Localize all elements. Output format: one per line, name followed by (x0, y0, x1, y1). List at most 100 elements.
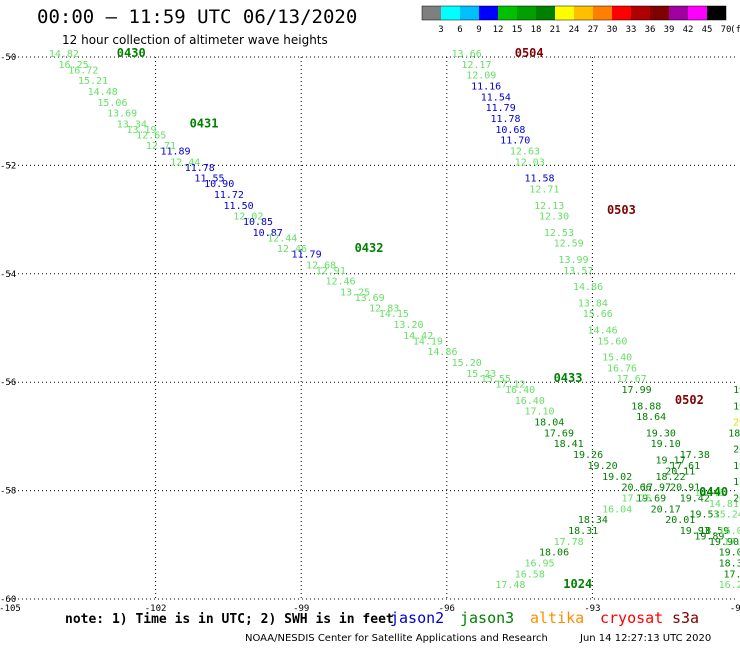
wave-height-value: 15.66 (583, 309, 613, 320)
colorbar-label: 24 (569, 25, 580, 35)
y-tick-label: -56 (0, 378, 16, 388)
wave-height-value: 19.2 (733, 385, 740, 396)
colorbar-swatch (517, 6, 536, 20)
wave-height-value: 11.58 (524, 174, 554, 185)
wave-height-value: 14.46 (588, 325, 618, 336)
wave-height-value: 19.93 (680, 526, 710, 537)
legend-altika: altika (530, 609, 585, 627)
wave-height-value: 18.64 (636, 412, 666, 423)
wave-height-value: 16.58 (515, 569, 545, 580)
wave-height-value: 14.46 (694, 488, 724, 499)
wave-height-value: 18.54 (728, 428, 740, 439)
wave-height-value: 10.87 (253, 228, 283, 239)
colorbar-swatch (631, 6, 650, 20)
wave-height-value: 19.17 (655, 456, 685, 467)
track-label: 0502 (675, 393, 704, 407)
wave-height-value: 12.13 (534, 201, 564, 212)
wave-height-value: 14.42 (403, 331, 433, 342)
track-label: 0431 (190, 116, 219, 130)
colorbar-swatch (422, 6, 441, 20)
wave-height-value: 16.40 (515, 396, 545, 407)
colorbar-swatch (669, 6, 688, 20)
wave-height-value: 20.01 (733, 493, 740, 504)
wave-height-value: 19.04 (719, 548, 740, 559)
legend-cryosat: cryosat (600, 609, 664, 627)
wave-height-value: 17.95 (733, 477, 740, 488)
track-label: 0430 (117, 46, 146, 60)
wave-height-value: 17.99 (622, 385, 652, 396)
colorbar-frame (421, 5, 727, 21)
wave-height-value: 15.24 (714, 510, 740, 521)
wave-height-value: 17.99 (723, 569, 740, 580)
colorbar-label: 18 (531, 25, 542, 35)
page-title: 00:00 – 11:59 UTC 06/13/2020 (37, 6, 358, 28)
x-tick-label: -90 (730, 604, 740, 612)
wave-height-value: 17.12 (495, 380, 525, 391)
wave-height-value: 10.85 (243, 217, 273, 228)
wave-height-value: 18.22 (655, 472, 685, 483)
wave-height-value: 15.23 (466, 369, 496, 380)
wave-height-value: 12.71 (529, 185, 559, 196)
scatter-plot: -105 -102 -99 -96 -93 -90 -50 -52 -54 -56 -58 -60 14… (0, 46, 740, 612)
colorbar-swatch (441, 6, 460, 20)
colorbar-swatch (479, 6, 498, 20)
wave-height-value: 12.71 (146, 141, 176, 152)
wave-height-value: 16.72 (68, 65, 98, 76)
wave-height-value: 20.91 (670, 483, 700, 494)
timestamp-text: Jun 14 12:27:13 UTC 2020 (580, 633, 712, 644)
colorbar-label: 39 (664, 25, 675, 35)
wave-height-value: 19.30 (646, 428, 676, 439)
colorbar-label: 6 (457, 25, 462, 35)
wave-height-value: 19.1 (733, 401, 740, 412)
wave-height-value: 16.04 (602, 504, 632, 515)
wave-height-value: 13.34 (117, 119, 147, 130)
track-label: 0504 (515, 46, 544, 60)
page-subtitle: 12 hour collection of altimeter wave hei… (62, 33, 328, 47)
colorbar-swatch (650, 6, 669, 20)
wave-height-value: 14.82 (49, 49, 79, 60)
colorbar-label: 12 (493, 25, 504, 35)
wave-height-value: 16.25 (59, 60, 89, 71)
wave-height-value: 12.91 (316, 266, 346, 277)
wave-height-value: 11.72 (214, 190, 244, 201)
wave-height-value: 14.86 (427, 347, 457, 358)
legend-jason3: jason3 (460, 609, 515, 627)
wave-height-value: 15.60 (597, 336, 627, 347)
colorbar-swatch (460, 6, 479, 20)
wave-height-value: 18.06 (539, 548, 569, 559)
x-tick-label: -96 (439, 604, 455, 612)
colorbar-swatch (574, 6, 593, 20)
wave-height-value: 18.30 (719, 558, 740, 569)
legend-s3a: s3a (672, 609, 700, 627)
wave-height-value: 19.55 (733, 461, 740, 472)
wave-height-value: 19.42 (680, 493, 710, 504)
wave-height-value: 11.78 (490, 114, 520, 125)
wave-height-value: 13.57 (563, 266, 593, 277)
wave-height-value: 16.76 (607, 363, 637, 374)
wave-height-value: 12.17 (461, 60, 491, 71)
wave-height-value: 19.02 (602, 472, 632, 483)
wave-height-value: 13.99 (558, 255, 588, 266)
colorbar-swatch (593, 6, 612, 20)
wave-height-value: 18.34 (578, 515, 608, 526)
wave-height-value: 14.81 (709, 499, 739, 510)
wave-height-value: 12.53 (544, 228, 574, 239)
wave-height-value: 17.10 (524, 407, 554, 418)
wave-height-value: 18.88 (631, 401, 661, 412)
wave-height-value: 18.04 (534, 418, 564, 429)
wave-height-value: 12.63 (510, 147, 540, 158)
wave-height-value: 14.19 (413, 336, 443, 347)
wave-height-value: 19.69 (636, 493, 666, 504)
wave-height-value: 15.40 (602, 353, 632, 364)
wave-height-value: 11.50 (224, 201, 254, 212)
wave-height-value: 11.16 (471, 82, 501, 93)
legend-jason2: jason2 (390, 609, 445, 627)
wave-height-value: 18.31 (568, 526, 598, 537)
wave-height-value: 17.67 (617, 374, 647, 385)
colorbar-label: 27 (588, 25, 599, 35)
wave-height-value: 12.44 (267, 233, 297, 244)
wave-height-value: 14.86 (573, 282, 603, 293)
wave-height-value: 12.09 (466, 71, 496, 82)
wave-height-value: 11.55 (194, 174, 224, 185)
